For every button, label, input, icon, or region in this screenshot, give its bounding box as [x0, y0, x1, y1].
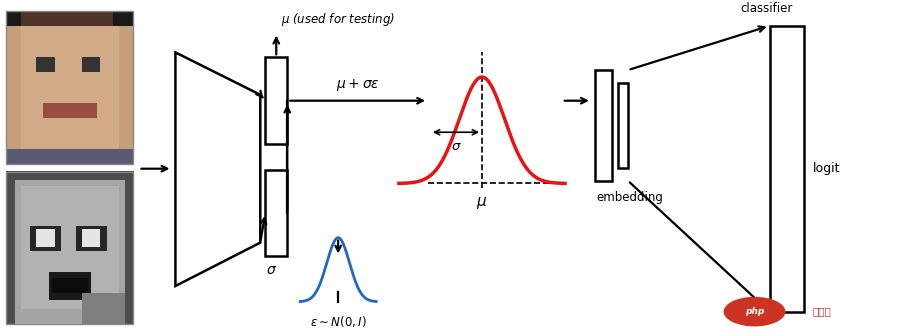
- Text: $\mu$ (used for testing): $\mu$ (used for testing): [281, 11, 395, 28]
- Text: $\mu$: $\mu$: [476, 195, 488, 211]
- Bar: [265, 57, 287, 144]
- Text: logit: logit: [813, 162, 840, 175]
- Text: embedding: embedding: [596, 191, 663, 204]
- Text: $\sigma$: $\sigma$: [451, 140, 462, 153]
- Text: php: php: [744, 307, 764, 316]
- Polygon shape: [175, 52, 260, 286]
- Text: $\epsilon \sim N(0,I)$: $\epsilon \sim N(0,I)$: [310, 314, 366, 329]
- Text: 中文网: 中文网: [812, 307, 831, 317]
- Bar: [594, 70, 612, 181]
- Bar: [5, 172, 134, 324]
- Text: $\sigma$: $\sigma$: [267, 263, 277, 277]
- Bar: [618, 83, 628, 168]
- Text: classifier: classifier: [741, 2, 793, 15]
- Ellipse shape: [724, 297, 786, 326]
- Bar: [5, 11, 134, 164]
- Text: $\mu + \sigma\epsilon$: $\mu + \sigma\epsilon$: [336, 77, 380, 93]
- Bar: [770, 26, 805, 312]
- Bar: [265, 170, 287, 257]
